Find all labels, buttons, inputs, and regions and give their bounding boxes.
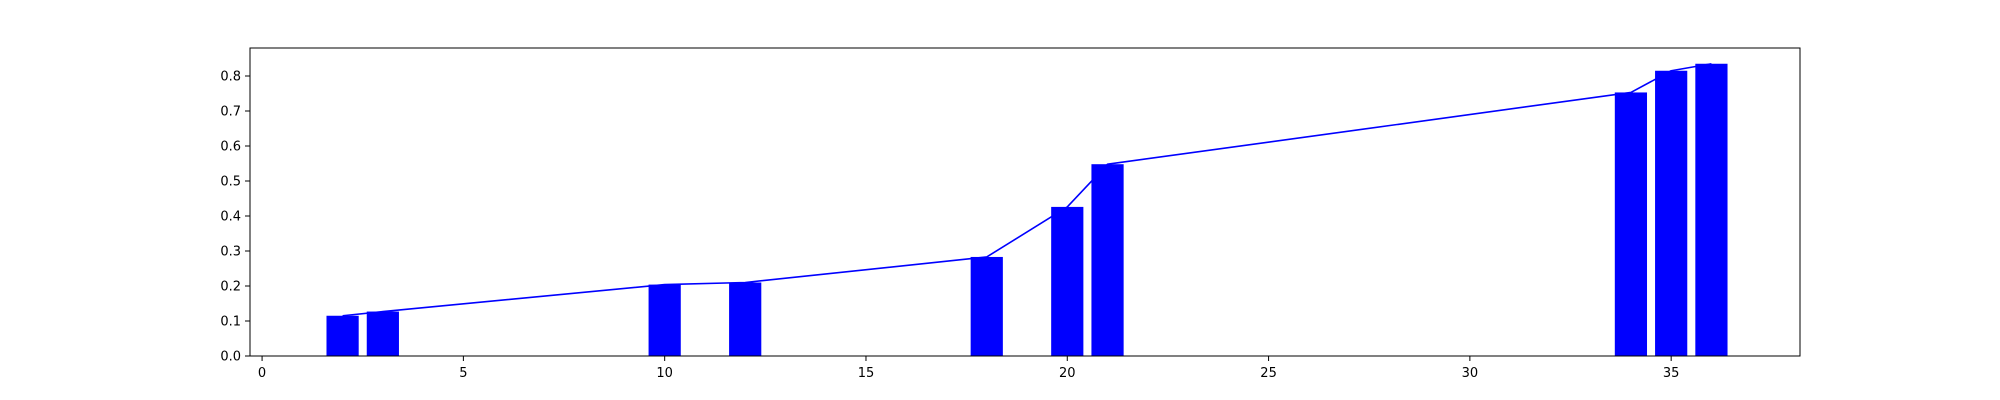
x-tick-label-6: 30	[1462, 366, 1479, 381]
y-tick-label-5: 0.5	[220, 175, 241, 190]
y-tick-label-6: 0.6	[220, 140, 241, 155]
bar-0	[326, 315, 359, 356]
bar-7	[1614, 92, 1648, 356]
x-tick-label-2: 10	[656, 366, 673, 381]
x-tick-label-0: 0	[258, 366, 266, 381]
bar-3	[729, 282, 762, 356]
line-layer	[342, 62, 1712, 317]
x-tick-label-3: 15	[858, 366, 875, 381]
series-line	[342, 62, 1712, 317]
x-ticks: 0 5 10 15 20 25 30 35	[258, 356, 1680, 381]
bar-6	[1091, 164, 1124, 356]
axes-frame	[249, 47, 1801, 357]
y-tick-label-8: 0.8	[220, 70, 241, 85]
bar-8	[1655, 70, 1688, 356]
bar-5	[1051, 206, 1084, 356]
y-tick-label-3: 0.3	[220, 245, 241, 260]
y-tick-label-7: 0.7	[220, 105, 241, 120]
x-tick-label-1: 5	[459, 366, 467, 381]
y-tick-label-4: 0.4	[220, 210, 241, 225]
x-tick-label-7: 35	[1663, 366, 1680, 381]
y-tick-label-2: 0.2	[220, 280, 241, 295]
x-tick-label-4: 20	[1059, 366, 1076, 381]
axes-layer	[249, 47, 1801, 357]
bar-1	[366, 311, 399, 356]
bar-9	[1695, 63, 1728, 356]
y-tick-label-0: 0.0	[220, 350, 241, 365]
bar-2	[648, 284, 681, 356]
y-ticks: 0.0 0.1 0.2 0.3 0.4 0.5 0.6 0.7 0.8	[220, 70, 250, 365]
bars-layer	[326, 63, 1728, 356]
bar-4	[970, 256, 1003, 356]
x-tick-label-5: 25	[1260, 366, 1277, 381]
y-tick-label-1: 0.1	[220, 315, 241, 330]
